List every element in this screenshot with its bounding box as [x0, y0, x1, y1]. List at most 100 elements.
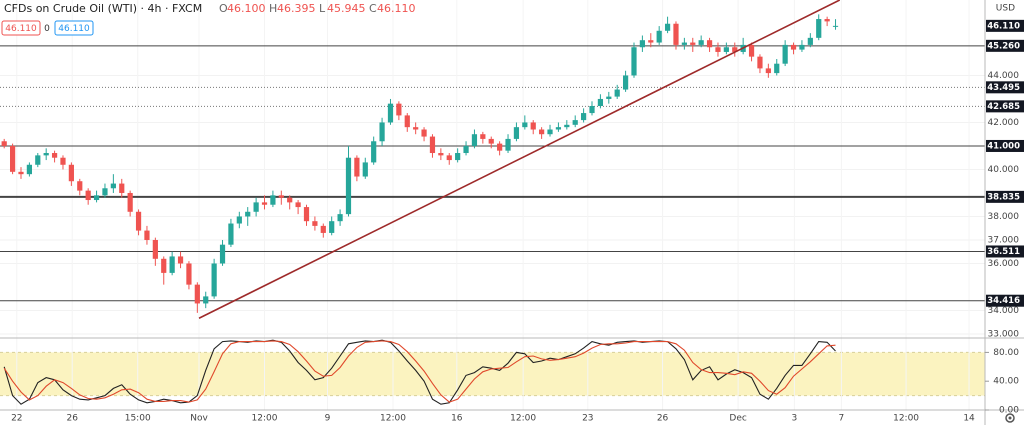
ohlc-readout: O 46.100 H 46.395 L 45.945 C 46.110 — [219, 2, 416, 15]
candle-body — [757, 56, 763, 69]
candle-body — [43, 153, 49, 156]
candle-body — [186, 263, 192, 285]
candle-body — [505, 138, 511, 151]
bid-badge[interactable] — [1, 20, 41, 36]
trendline — [198, 0, 841, 319]
settings-icon[interactable] — [1005, 413, 1015, 423]
candle-body — [723, 47, 729, 52]
candle-body — [706, 40, 713, 48]
stoch-tick-label: 0.00 — [999, 406, 1019, 416]
candle-body — [421, 129, 427, 137]
candle-body — [177, 256, 184, 264]
x-tick-label: 26 — [66, 414, 78, 424]
candle-body — [581, 113, 587, 121]
candle-body — [732, 47, 738, 52]
candle-body — [413, 127, 419, 130]
grid-layer — [0, 0, 985, 410]
candle-body — [85, 190, 91, 201]
candle-body — [648, 40, 654, 43]
candle-body — [68, 164, 74, 182]
x-tick-label: 3 — [792, 414, 798, 424]
candle-body — [152, 239, 158, 259]
candle-body — [337, 214, 343, 222]
y-tick-label: 37.000 — [988, 235, 1020, 245]
candle-body — [782, 44, 788, 64]
candle-body — [9, 145, 16, 172]
candle-body — [387, 103, 394, 123]
candle-body — [312, 221, 318, 226]
y-tick-label: 34.000 — [988, 306, 1020, 316]
candle-body — [379, 122, 385, 142]
currency-label: USD — [996, 4, 1015, 14]
level-label: 42.685 — [987, 102, 1020, 112]
readout-key: C — [369, 2, 377, 15]
candle-body — [715, 47, 721, 52]
x-tick-label: 15:00 — [125, 414, 151, 424]
level-tag — [986, 81, 1024, 94]
candle-body — [295, 202, 301, 208]
stoch-tick-label: 40.00 — [993, 377, 1019, 387]
level-label: 34.416 — [987, 296, 1020, 306]
y-tick-label: 44.000 — [988, 71, 1020, 81]
candle-body — [354, 157, 360, 177]
candle-body — [303, 207, 310, 222]
stochastic-line — [3, 340, 836, 403]
candle-body — [93, 195, 100, 201]
candle-body — [119, 183, 125, 193]
candle-body — [597, 98, 604, 107]
candle-body — [455, 153, 461, 161]
gear-center — [1008, 416, 1012, 420]
candle-body — [497, 143, 503, 151]
candle-body — [278, 195, 284, 198]
candle-body — [589, 106, 595, 114]
candle-body — [639, 40, 645, 48]
candle-body — [169, 256, 175, 273]
stochastic-line — [3, 339, 836, 405]
candle-body — [18, 171, 24, 175]
candle-body — [26, 164, 32, 175]
candle-body — [748, 44, 755, 57]
x-tick-label: 12:00 — [252, 414, 278, 424]
candle-body — [127, 192, 133, 212]
level-label: 41.000 — [987, 141, 1020, 151]
candle-body — [144, 230, 150, 240]
candle-body — [471, 134, 478, 146]
candle-body — [404, 115, 410, 128]
candle-body — [203, 296, 209, 304]
candle-body — [824, 19, 830, 22]
x-tick-label: 22 — [11, 414, 22, 424]
candle-body — [664, 23, 671, 31]
y-tick-label: 40.000 — [988, 165, 1020, 175]
spread: 0 — [44, 24, 50, 34]
candle-body — [656, 30, 662, 43]
ask-price: 46.110 — [58, 24, 90, 34]
candle-body — [77, 181, 83, 191]
candle-body — [807, 37, 813, 45]
marks-layer — [1, 0, 841, 405]
candle-body — [102, 188, 108, 196]
candle-body — [320, 225, 326, 233]
candle-body — [572, 120, 578, 125]
x-tick-label: 9 — [325, 414, 331, 424]
axis-layer: 33.00034.00036.00037.00038.00040.00042.0… — [11, 19, 1024, 424]
level-tag — [986, 245, 1024, 258]
candle-body — [446, 155, 452, 161]
ask-badge[interactable] — [54, 20, 94, 36]
x-tick-label: Nov — [190, 414, 208, 424]
stoch-tick-label: 80.00 — [993, 348, 1019, 358]
level-tag — [986, 39, 1024, 52]
candle-body — [698, 40, 704, 45]
x-tick-label: Dec — [729, 414, 746, 424]
candle-body — [480, 134, 486, 139]
candle-body — [396, 103, 402, 116]
level-label: 43.495 — [987, 83, 1020, 93]
candle-body — [261, 202, 268, 205]
stochastic-band — [0, 352, 985, 396]
candle-body — [614, 89, 620, 97]
x-tick-label: 23 — [582, 414, 593, 424]
candle-body — [1, 141, 7, 146]
candle-body — [539, 129, 545, 135]
candle-body — [51, 153, 58, 158]
candle-body — [345, 157, 352, 215]
